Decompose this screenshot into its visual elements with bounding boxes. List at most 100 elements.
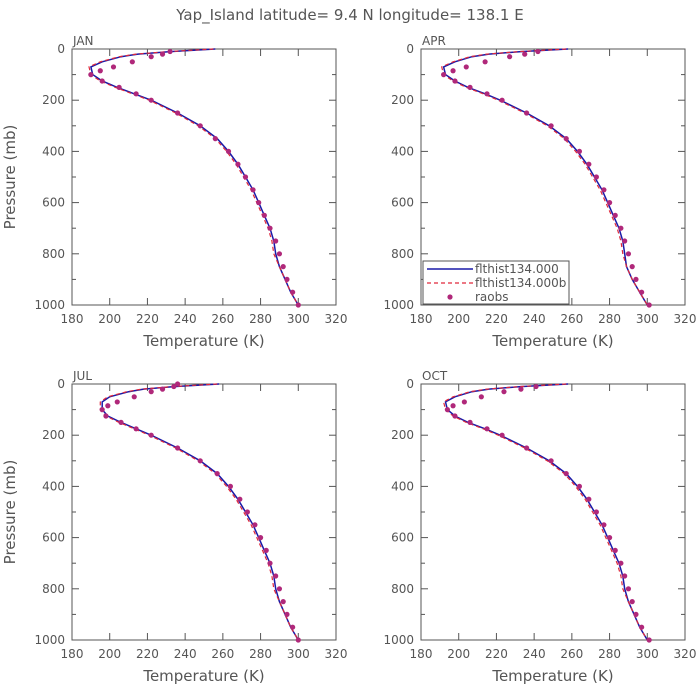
raobs-point — [484, 91, 490, 97]
plot-frame — [71, 383, 337, 641]
raobs-point — [261, 212, 267, 218]
x-axis-label: Temperature (K) — [491, 332, 613, 350]
raobs-point — [118, 419, 124, 425]
y-tick-label: 600 — [391, 531, 414, 545]
raobs-point — [586, 496, 592, 502]
x-tick-label: 220 — [485, 312, 508, 326]
raobs-point — [522, 51, 528, 57]
raobs-point — [548, 123, 554, 129]
raobs-point — [601, 187, 607, 193]
panels: 180 200 220 240 260 280 300 320 0 200 400 600 800 100… — [1, 34, 696, 685]
raobs-point — [633, 276, 639, 282]
raobs-point — [131, 394, 137, 400]
raobs-point — [237, 496, 243, 502]
raobs-point — [105, 403, 111, 409]
x-tick-label: 260 — [211, 647, 234, 661]
raobs-point — [450, 403, 456, 409]
raobs-point — [114, 399, 120, 405]
chart-panel-oct: 180 200 220 240 260 280 300 320 0 200 400 600 800 100… — [383, 369, 696, 685]
x-tick-label: 180 — [61, 312, 84, 326]
chart-panel-jan: 180 200 220 240 260 280 300 320 0 200 400 600 800 100… — [1, 34, 347, 350]
raobs-point — [97, 68, 103, 74]
raobs-point — [197, 123, 203, 129]
raobs-point — [524, 445, 530, 451]
panel-label: OCT — [422, 369, 448, 383]
raobs-point — [133, 426, 139, 432]
raobs-point — [273, 238, 279, 244]
raobs-point — [133, 91, 139, 97]
raobs-point — [622, 573, 628, 579]
raobs-point — [110, 64, 117, 70]
raobs-point — [235, 161, 241, 167]
y-tick-label: 400 — [391, 479, 414, 493]
x-tick-label: 300 — [636, 312, 659, 326]
raobs-point — [633, 611, 639, 618]
raobs-point — [212, 136, 218, 142]
x-axis-label: Temperature (K) — [491, 667, 613, 685]
y-axis-label: Pressure (mb) — [1, 460, 19, 565]
chart-panel-apr: 180 200 220 240 260 280 300 320 0 200 400 600 800 100… — [383, 34, 696, 350]
raobs-point — [618, 560, 624, 566]
x-tick-label: 260 — [560, 647, 583, 661]
raobs-point — [563, 136, 569, 142]
raobs-point — [518, 386, 524, 392]
raobs-point — [263, 547, 269, 554]
legend-entry: raobs — [475, 290, 509, 304]
raobs-point — [593, 509, 599, 515]
raobs-point — [629, 599, 635, 605]
raobs-point — [499, 97, 505, 103]
raobs-point — [507, 54, 513, 60]
figure-title: Yap_Island latitude= 9.4 N longitude= 13… — [175, 6, 523, 25]
raobs-point — [280, 599, 286, 605]
raobs-point — [99, 407, 105, 413]
raobs-point — [227, 483, 233, 489]
x-tick-label: 240 — [523, 647, 546, 661]
series-line-flthist134-000b — [442, 383, 648, 641]
raobs-point — [646, 302, 652, 308]
legend-entry: flthist134.000b — [475, 276, 566, 290]
x-tick-label: 280 — [598, 312, 621, 326]
raobs-point — [99, 78, 105, 84]
x-tick-label: 240 — [174, 312, 197, 326]
plot-frame — [420, 383, 686, 641]
y-tick-label: 1000 — [34, 633, 65, 647]
y-tick-label: 0 — [57, 42, 65, 56]
x-tick-label: 320 — [674, 647, 697, 661]
raobs-point — [533, 383, 539, 390]
raobs-point — [612, 547, 618, 554]
raobs-point — [148, 432, 154, 438]
legend-entry: flthist134.000 — [475, 262, 559, 276]
raobs-point — [284, 611, 290, 618]
x-tick-label: 320 — [325, 647, 348, 661]
x-tick-label: 320 — [674, 312, 697, 326]
x-tick-label: 240 — [523, 312, 546, 326]
y-tick-label: 600 — [391, 196, 414, 210]
raobs-point — [242, 174, 249, 180]
series-line-flthist134-000 — [90, 48, 299, 306]
raobs-point — [103, 413, 109, 419]
raobs-point — [625, 586, 632, 592]
x-tick-label: 260 — [560, 312, 583, 326]
raobs-point — [463, 64, 469, 70]
x-tick-label: 200 — [98, 647, 121, 661]
raobs-point — [276, 586, 283, 592]
raobs-point — [167, 48, 173, 55]
x-tick-label: 300 — [636, 647, 659, 661]
raobs-point — [478, 394, 484, 400]
raobs-point — [467, 419, 473, 425]
raobs-point — [450, 68, 456, 74]
x-tick-label: 200 — [447, 312, 470, 326]
raobs-point — [244, 509, 250, 515]
raobs-point — [646, 637, 652, 643]
raobs-point — [467, 84, 473, 90]
raobs-point — [280, 264, 286, 270]
raobs-point — [576, 483, 583, 489]
raobs-point — [159, 51, 166, 57]
raobs-point — [171, 383, 177, 390]
raobs-point — [159, 386, 166, 392]
raobs-point — [548, 458, 554, 464]
raobs-point — [593, 174, 599, 180]
panel-label: JUL — [72, 369, 92, 383]
raobs-point — [612, 212, 618, 218]
